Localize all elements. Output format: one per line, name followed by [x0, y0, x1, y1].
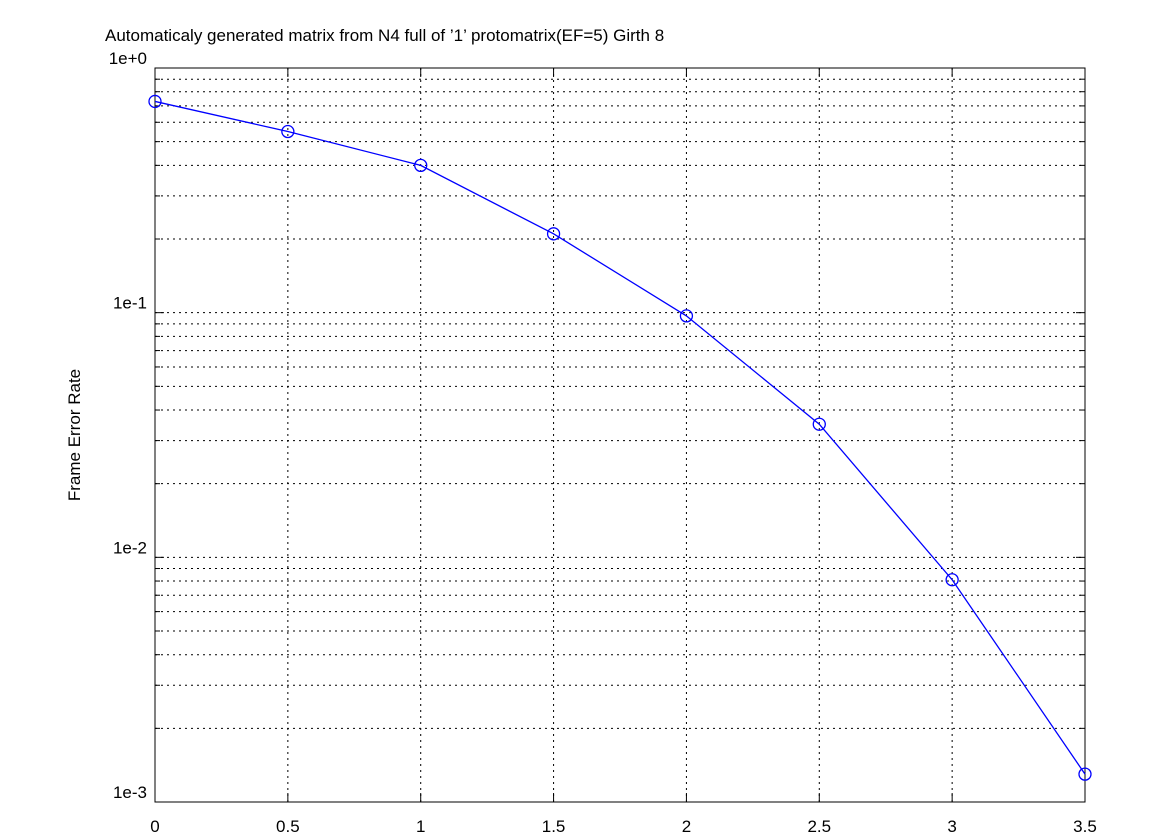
- x-tick-label: 3: [947, 817, 956, 835]
- data-point: [679, 309, 694, 323]
- x-tick-label: 3.5: [1073, 817, 1097, 835]
- chart-title: Automaticaly generated matrix from N4 fu…: [105, 26, 664, 45]
- y-tick-label: 1e+0: [109, 49, 147, 68]
- data-point: [148, 94, 162, 109]
- data-point: [281, 124, 295, 139]
- y-axis-label: Frame Error Rate: [65, 369, 84, 501]
- x-tick-label: 0.5: [276, 817, 300, 835]
- x-tick-label: 0: [150, 817, 159, 835]
- x-tick-label: 1.5: [542, 817, 566, 835]
- series-line: [154, 100, 1086, 775]
- y-tick-label: 1e-1: [113, 294, 147, 313]
- y-tick-label: 1e-2: [113, 538, 147, 557]
- data-point: [546, 227, 561, 241]
- data-point: [1078, 767, 1092, 781]
- data-point: [414, 158, 428, 173]
- data-point: [812, 417, 826, 431]
- data-point: [945, 573, 959, 587]
- x-tick-label: 1: [416, 817, 425, 835]
- y-tick-label: 1e-3: [113, 783, 147, 802]
- x-tick-label: 2.5: [807, 817, 831, 835]
- x-tick-label: 2: [682, 817, 691, 835]
- plot-frame: [154, 67, 1086, 803]
